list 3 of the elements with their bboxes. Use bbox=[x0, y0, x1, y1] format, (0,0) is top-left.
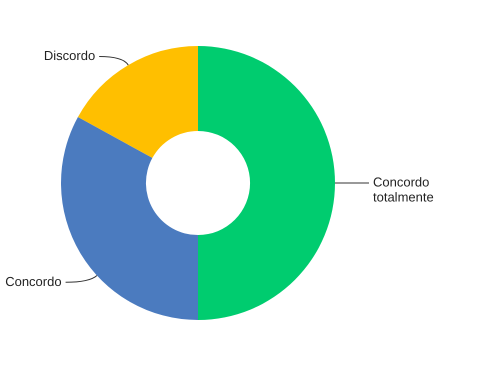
slice-label: Concordo bbox=[5, 274, 62, 289]
slice-label: Discordo bbox=[44, 48, 96, 64]
slice-label: Concordo totalmente bbox=[373, 174, 434, 205]
